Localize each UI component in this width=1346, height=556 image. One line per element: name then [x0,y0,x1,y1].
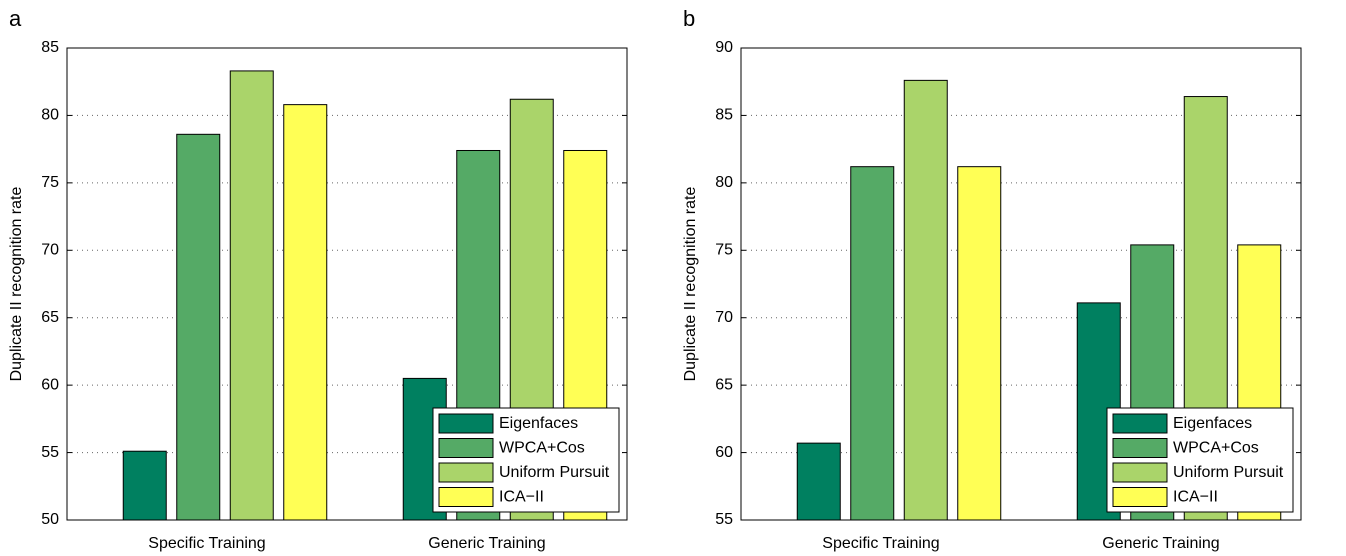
x-tick-label: Generic Training [1102,535,1219,552]
y-tick-label: 65 [41,309,59,326]
plot-frame [66,47,628,521]
legend-swatch [438,413,494,434]
legend-swatch [1112,462,1168,483]
y-tick-label: 80 [41,107,59,124]
legend-label: ICA−II [1173,489,1218,506]
bar [176,133,221,521]
y-tick-label: 90 [715,39,733,56]
y-tick-label: 85 [41,39,59,56]
legend-label: WPCA+Cos [1173,440,1259,457]
y-axis-label: Duplicate II recognition rate [682,187,699,382]
y-axis-label: Duplicate II recognition rate [8,187,25,382]
x-tick-label: Generic Training [428,535,545,552]
bar [283,104,328,521]
y-tick-label: 70 [715,309,733,326]
legend-label: Uniform Pursuit [1173,464,1284,481]
bar [122,450,167,521]
y-tick-label: 75 [41,174,59,191]
bar [903,79,948,521]
legend-swatch [438,487,494,507]
plot-frame [740,47,1302,521]
bar [957,166,1002,521]
bar [229,70,274,521]
y-tick-label: 55 [715,511,733,528]
legend-swatch [438,462,494,483]
panel-label: a [9,6,22,31]
bar [850,166,895,521]
y-tick-label: 60 [41,376,59,393]
legend-swatch [1112,413,1168,434]
legend-label: WPCA+Cos [499,440,585,457]
y-tick-label: 55 [41,444,59,461]
legend-swatch [1112,438,1168,458]
y-tick-label: 85 [715,107,733,124]
legend-swatch [1112,487,1168,507]
bar [796,442,841,521]
legend-swatch [438,438,494,458]
legend-label: Eigenfaces [499,415,578,432]
y-tick-label: 80 [715,174,733,191]
y-tick-label: 70 [41,242,59,259]
x-tick-label: Specific Training [822,535,939,552]
y-tick-label: 50 [41,511,59,528]
legend-label: Uniform Pursuit [499,464,610,481]
x-tick-label: Specific Training [148,535,265,552]
y-tick-label: 65 [715,376,733,393]
legend-label: ICA−II [499,489,544,506]
y-tick-label: 75 [715,242,733,259]
legend-label: Eigenfaces [1173,415,1252,432]
panel-label: b [683,6,695,31]
y-tick-label: 60 [715,444,733,461]
